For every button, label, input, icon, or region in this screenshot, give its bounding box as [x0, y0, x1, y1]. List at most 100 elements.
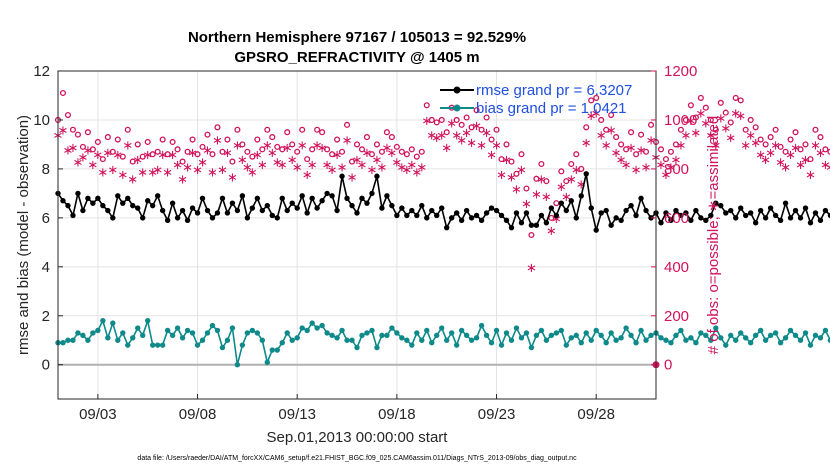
assimilated-obs-point: ∗ — [282, 141, 293, 156]
possible-obs-point — [398, 148, 405, 155]
rmse-point — [444, 224, 450, 231]
bias-point — [344, 337, 350, 343]
assimilated-obs-point: ∗ — [820, 158, 830, 173]
rmse-point — [314, 205, 320, 211]
bias-point — [553, 330, 560, 336]
rmse-point — [638, 195, 644, 201]
rmse-point — [782, 200, 789, 206]
possible-obs-point — [588, 97, 595, 104]
bias-point — [110, 320, 116, 326]
possible-obs-point — [563, 178, 570, 185]
rmse-point — [787, 215, 794, 221]
bias-point — [384, 332, 390, 339]
legend-rmse-marker — [453, 86, 461, 94]
possible-obs-point — [438, 116, 445, 124]
possible-obs-point — [802, 141, 809, 148]
assimilated-obs-point: ∗ — [97, 165, 108, 180]
possible-obs-point — [388, 134, 395, 141]
assimilated-obs-point: ∗ — [710, 138, 721, 153]
assimilated-obs-point: ∗ — [670, 153, 681, 168]
possible-obs-point — [603, 126, 610, 133]
bias-point — [65, 337, 71, 343]
bias-point — [723, 342, 729, 348]
bias-point — [224, 337, 231, 343]
assimilated-obs-point: ∗ — [352, 153, 363, 168]
left-tick-label: 12 — [33, 63, 50, 80]
possible-obs-point — [109, 148, 116, 155]
assimilated-obs-point: ∗ — [142, 148, 153, 163]
bias-point — [488, 340, 495, 346]
assimilated-obs-point: ∗ — [551, 212, 562, 227]
rmse-point — [249, 205, 256, 211]
assimilated-obs-point: ∗ — [406, 158, 417, 173]
possible-obs-point — [453, 116, 460, 124]
assimilated-obs-series: ∗∗∗∗∗∗∗∗∗∗∗∗∗∗∗∗∗∗∗∗∗∗∗∗∗∗∗∗∗∗∗∗∗∗∗∗∗∗∗∗… — [53, 107, 830, 276]
rmse-point — [284, 207, 290, 214]
bias-point — [558, 327, 565, 334]
bias-point — [757, 327, 764, 334]
possible-obs-point — [732, 94, 739, 101]
possible-obs-point — [274, 143, 281, 150]
rmse-point — [354, 210, 360, 216]
rmse-point — [723, 210, 729, 216]
assimilated-obs-point: ∗ — [302, 168, 313, 183]
possible-obs-point — [797, 146, 804, 153]
bias-point — [518, 335, 525, 341]
bias-point — [299, 325, 305, 331]
bias-point — [274, 347, 280, 353]
rmse-point — [488, 205, 495, 211]
possible-obs-point — [199, 143, 206, 150]
assimilated-obs-point: ∗ — [222, 146, 233, 161]
assimilated-obs-point: ∗ — [641, 160, 652, 175]
possible-obs-point — [74, 131, 81, 138]
bias-point — [429, 340, 435, 346]
bias-point — [369, 327, 375, 334]
possible-obs-point — [89, 146, 96, 153]
rmse-point — [568, 198, 574, 204]
bias-point — [468, 337, 475, 343]
bias-point — [817, 335, 824, 341]
assimilated-obs-point: ∗ — [386, 146, 397, 161]
bias-point — [359, 332, 365, 339]
assimilated-obs-point: ∗ — [322, 158, 333, 173]
rmse-point — [463, 207, 470, 214]
possible-obs-point — [353, 141, 361, 148]
rmse-point — [553, 212, 560, 219]
bias-point — [528, 344, 535, 351]
rmse-point — [424, 215, 430, 221]
assimilated-obs-point: ∗ — [312, 138, 323, 153]
possible-obs-point — [289, 141, 296, 148]
bias-point — [483, 332, 490, 339]
bias-point — [563, 342, 569, 348]
possible-obs-point — [642, 148, 650, 155]
possible-obs-point — [757, 136, 764, 143]
bias-point — [219, 344, 226, 351]
possible-obs-point — [747, 116, 754, 124]
left-y-ticks: 0 2 4 6 8 10 12 — [33, 63, 63, 374]
bias-point — [648, 332, 654, 339]
possible-obs-point — [483, 114, 490, 121]
rmse-point — [658, 220, 664, 226]
bias-point — [324, 330, 330, 336]
possible-obs-point — [428, 116, 435, 124]
bias-point — [174, 325, 181, 331]
possible-obs-point — [254, 136, 261, 143]
assimilated-obs-point: ∗ — [227, 170, 238, 185]
assimilated-obs-point: ∗ — [77, 151, 88, 166]
possible-obs-point — [149, 151, 156, 158]
rmse-point — [379, 205, 385, 211]
rmse-point — [633, 212, 639, 219]
rmse-point — [319, 198, 325, 204]
legend-rmse-label: rmse grand pr = 6.3207 — [476, 82, 632, 99]
possible-obs-point — [727, 119, 734, 126]
assimilated-obs-point: ∗ — [257, 158, 268, 173]
assimilated-obs-point: ∗ — [735, 109, 746, 124]
possible-obs-point — [737, 97, 744, 104]
assimilated-obs-point: ∗ — [202, 143, 213, 158]
assimilated-obs-point: ∗ — [685, 114, 696, 129]
possible-obs-point — [229, 158, 236, 165]
rmse-point — [224, 210, 231, 216]
bias-point — [444, 337, 450, 343]
assimilated-obs-point: ∗ — [541, 190, 552, 205]
assimilated-obs-point: ∗ — [212, 134, 223, 149]
